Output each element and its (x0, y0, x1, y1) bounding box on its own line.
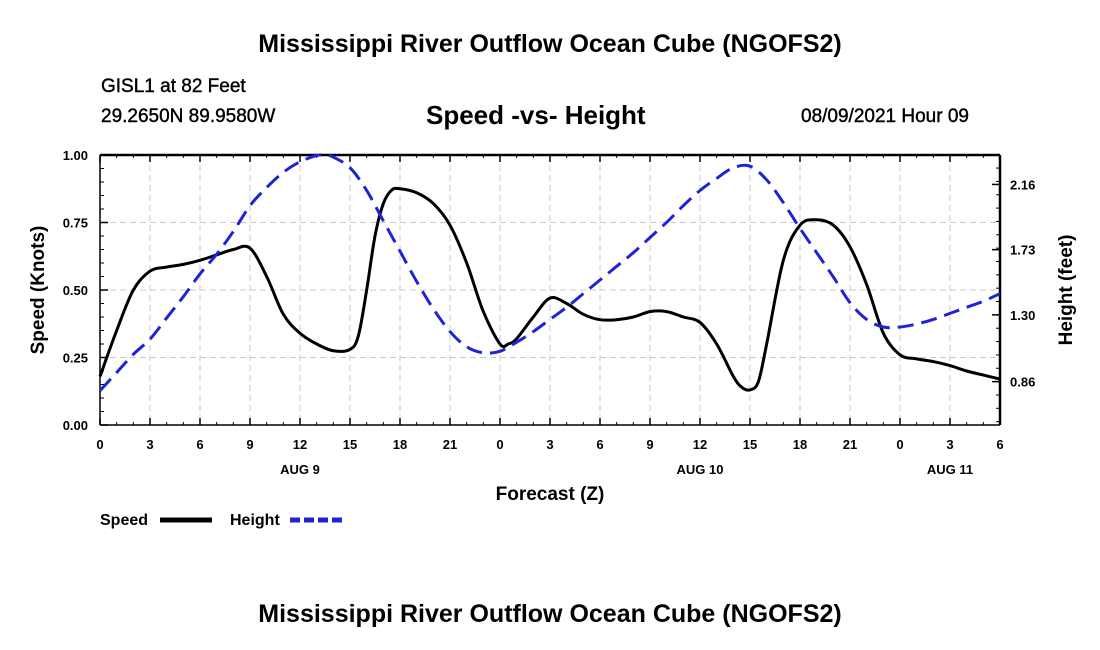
chart-subtitle: Speed -vs- Height (426, 100, 646, 130)
x-tick-label: 21 (843, 437, 857, 452)
y-tick-label: 0.25 (63, 351, 88, 366)
x-tick-label: 6 (996, 437, 1003, 452)
x-tick-label: 18 (393, 437, 407, 452)
x-tick-label: 3 (546, 437, 553, 452)
x-tick-label: 3 (946, 437, 953, 452)
footer-title: Mississippi River Outflow Ocean Cube (NG… (258, 600, 842, 628)
x-tick-label: 0 (496, 437, 503, 452)
series (98, 153, 1001, 392)
day-label: AUG 9 (280, 462, 320, 477)
chart-title: Mississippi River Outflow Ocean Cube (NG… (258, 30, 842, 58)
x-tick-label: 18 (793, 437, 807, 452)
height-series-line (98, 153, 1001, 392)
y2-tick-label: 1.30 (1010, 308, 1035, 323)
y-tick-label: 0.00 (63, 418, 88, 433)
y2-tick-label: 1.73 (1010, 243, 1035, 258)
x-tick-label: 15 (343, 437, 357, 452)
x-axis-title: Forecast (Z) (496, 484, 605, 505)
y2-tick-label: 0.86 (1010, 375, 1035, 390)
speed-series-line (98, 186, 1001, 392)
station-label: GISL1 at 82 Feet (101, 76, 246, 97)
y2-axis-title: Height (feet) (1056, 235, 1077, 346)
day-label: AUG 11 (927, 462, 973, 477)
x-tick-label: 0 (896, 437, 903, 452)
x-tick-label: 6 (596, 437, 603, 452)
x-tick-label: 21 (443, 437, 457, 452)
x-tick-label: 9 (246, 437, 253, 452)
x-tick-label: 15 (743, 437, 757, 452)
coordinates-label: 29.2650N 89.9580W (101, 106, 276, 127)
y2-tick-label: 2.16 (1010, 177, 1035, 192)
y-tick-label: 0.75 (63, 216, 88, 231)
x-tick-label: 12 (693, 437, 707, 452)
x-tick-label: 12 (293, 437, 307, 452)
labels: 0 3 6 9 12 15 18 21 0 3 6 9 12 15 18 21 0 3 6 0.00 0.25 0.50 0… (28, 148, 1077, 505)
datetime-label: 08/09/2021 Hour 09 (801, 106, 969, 127)
x-tick-label: 3 (146, 437, 153, 452)
x-tick-label: 0 (96, 437, 103, 452)
axes (99, 153, 1002, 426)
x-tick-label: 6 (196, 437, 203, 452)
y-tick-label: 1.00 (63, 148, 88, 163)
x-tick-label: 9 (646, 437, 653, 452)
legend-label-height: Height (230, 512, 280, 529)
y-tick-label: 0.50 (63, 283, 88, 298)
y-axis-title: Speed (Knots) (28, 226, 49, 355)
day-label: AUG 10 (677, 462, 724, 477)
legend-label-speed: Speed (100, 512, 148, 529)
grid (100, 155, 1000, 425)
legend: Speed Height (100, 512, 342, 529)
